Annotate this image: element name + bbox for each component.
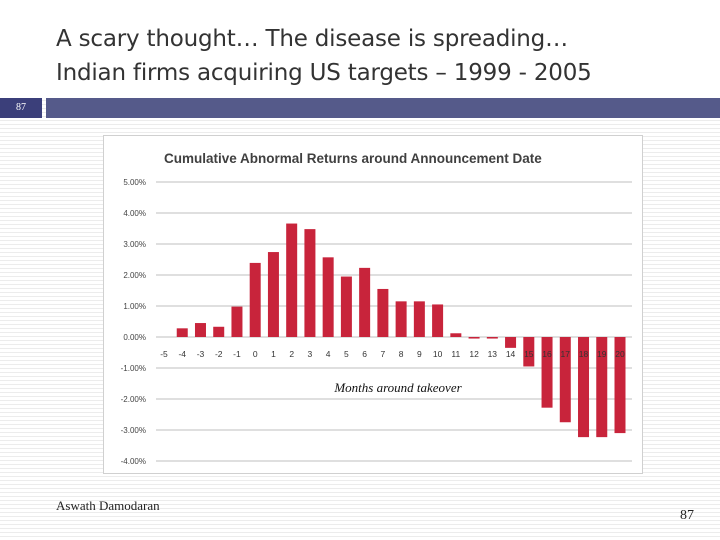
chart-title: Cumulative Abnormal Returns around Annou…	[164, 151, 542, 166]
x-tick-label: -4	[178, 349, 186, 359]
x-tick-label: 11	[451, 349, 460, 359]
bar-month-7	[377, 288, 389, 337]
bar-month-16	[541, 337, 553, 408]
x-tick-label: 2	[289, 349, 294, 359]
x-tick-label: -3	[197, 349, 205, 359]
x-tick-label: -5	[160, 349, 168, 359]
bar-month-3	[304, 229, 316, 337]
slide-number-badge: 87	[0, 98, 42, 118]
bar-month-9	[413, 301, 425, 337]
y-tick-label: 3.00%	[123, 240, 146, 249]
x-tick-label: 1	[271, 349, 276, 359]
y-tick-label: -2.00%	[121, 395, 146, 404]
x-tick-label: 6	[362, 349, 367, 359]
x-tick-label: 16	[542, 349, 552, 359]
bar-month-17	[559, 337, 571, 423]
slide-title-line-1: A scary thought… The disease is spreadin…	[56, 26, 568, 52]
bar-month-18	[578, 337, 590, 438]
car-bar-chart: 5.00% 4.00% 3.00% 2.00% 1.00% 0.00% -1.00% -2.0…	[121, 151, 632, 466]
x-tick-label: 5	[344, 349, 349, 359]
label-layer: 5.00% 4.00% 3.00% 2.00% 1.00% 0.00% -1.00% -2.0…	[121, 178, 625, 466]
bar-month--1	[231, 306, 243, 337]
x-tick-label: 13	[488, 349, 498, 359]
y-tick-label: 1.00%	[123, 302, 146, 311]
bar-month-20	[614, 337, 626, 434]
x-tick-label: 3	[308, 349, 313, 359]
y-tick-label: 5.00%	[123, 178, 146, 187]
chart-xlabel: Months around takeover	[333, 380, 462, 395]
x-tick-label: 14	[506, 349, 516, 359]
y-tick-label: 0.00%	[123, 333, 146, 342]
page-number: 87	[680, 508, 694, 523]
x-tick-label: 17	[561, 349, 571, 359]
bar-month-2	[286, 223, 298, 337]
bar-month-11	[450, 333, 462, 337]
x-tick-label: 15	[524, 349, 534, 359]
y-tick-label: -1.00%	[121, 364, 146, 373]
x-tick-label: -1	[233, 349, 241, 359]
x-tick-label: 19	[597, 349, 607, 359]
bar-month--2	[213, 326, 225, 337]
y-tick-label: -4.00%	[121, 457, 146, 466]
bar-layer	[176, 223, 626, 438]
y-tick-label: 4.00%	[123, 209, 146, 218]
slide-title-line-2: Indian firms acquiring US targets – 1999…	[56, 60, 592, 86]
x-tick-label: -2	[215, 349, 223, 359]
y-tick-label: 2.00%	[123, 271, 146, 280]
x-tick-label: 4	[326, 349, 331, 359]
bar-month-4	[322, 257, 334, 337]
bar-month-10	[432, 304, 444, 337]
x-tick-label: 10	[433, 349, 443, 359]
x-tick-label: 0	[253, 349, 258, 359]
bar-month--4	[176, 328, 188, 337]
header-bar	[46, 98, 720, 118]
y-tick-label: -3.00%	[121, 426, 146, 435]
author-footer: Aswath Damodaran	[56, 498, 160, 513]
title-area: A scary thought… The disease is spreadin…	[0, 0, 720, 98]
x-tick-label: 8	[399, 349, 404, 359]
bar-month-0	[249, 262, 261, 337]
bar-month-19	[596, 337, 608, 438]
x-tick-label: 18	[579, 349, 589, 359]
bar-month--3	[194, 323, 206, 337]
bar-month-1	[267, 252, 279, 337]
x-tick-label: 20	[615, 349, 625, 359]
bar-month-13	[486, 337, 498, 339]
x-tick-label: 9	[417, 349, 422, 359]
bar-month-15	[523, 337, 535, 367]
bar-month-6	[359, 267, 371, 337]
x-tick-label: 12	[469, 349, 479, 359]
bar-month-8	[395, 301, 407, 337]
bar-month-12	[468, 337, 480, 339]
chart-frame: 5.00% 4.00% 3.00% 2.00% 1.00% 0.00% -1.00% -2.0…	[103, 135, 643, 474]
bar-month-5	[340, 276, 352, 337]
bar-month-14	[505, 337, 517, 348]
x-tick-label: 7	[381, 349, 386, 359]
